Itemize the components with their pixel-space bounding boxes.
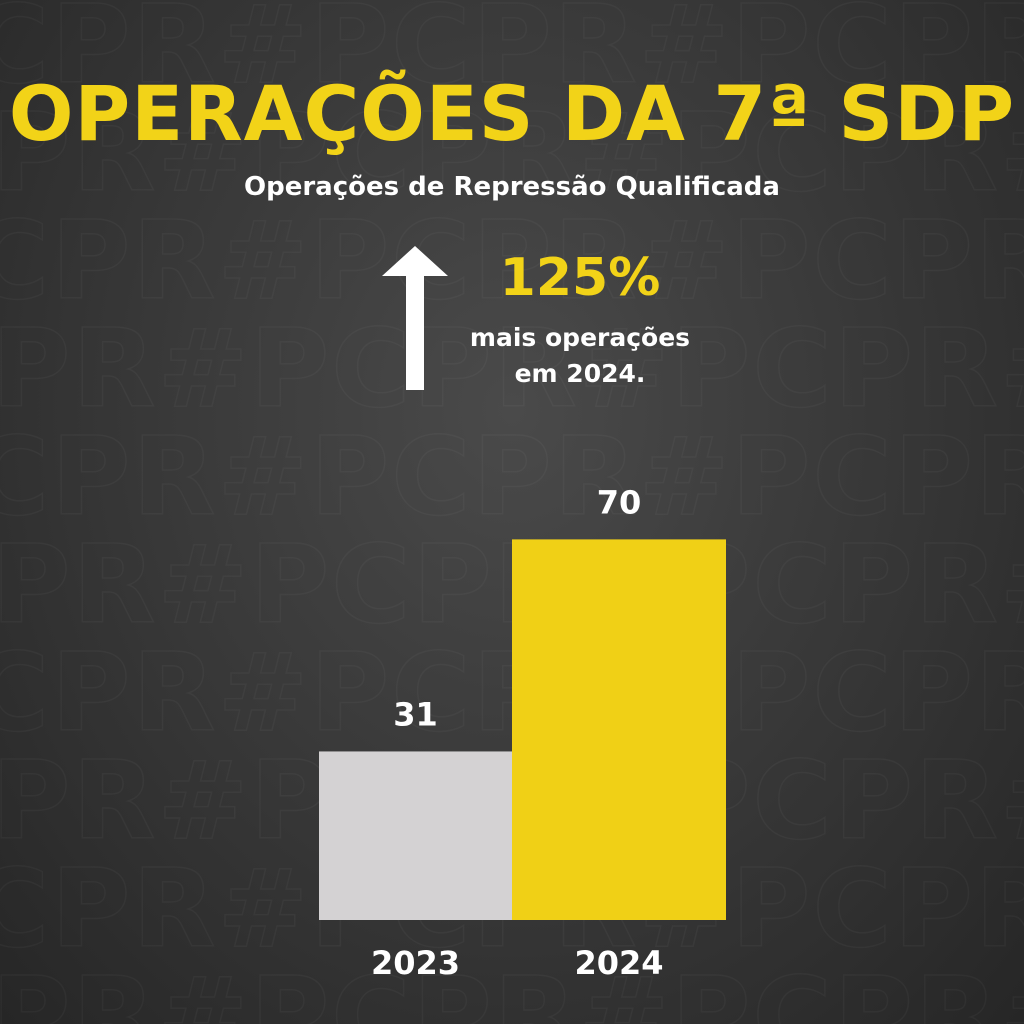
- bar-2023: [319, 751, 512, 920]
- bar-2024: [512, 539, 726, 920]
- category-label-2024: 2024: [574, 944, 663, 982]
- percent-description-line-2: em 2024.: [514, 359, 646, 389]
- page-subtitle: Operações de Repressão Qualificada: [244, 172, 780, 202]
- arrow-up-icon: [382, 246, 448, 390]
- page-title: OPERAÇÕES DA 7ª SDP: [8, 69, 1016, 158]
- percent-description-line-1: mais operações: [469, 323, 691, 352]
- category-label-2023: 2023: [371, 944, 460, 982]
- percent-increase: 125%: [499, 248, 661, 308]
- data-label-2023: 31: [393, 695, 438, 733]
- data-label-2024: 70: [597, 483, 642, 521]
- percent-description: mais operações em 2024.: [455, 320, 705, 393]
